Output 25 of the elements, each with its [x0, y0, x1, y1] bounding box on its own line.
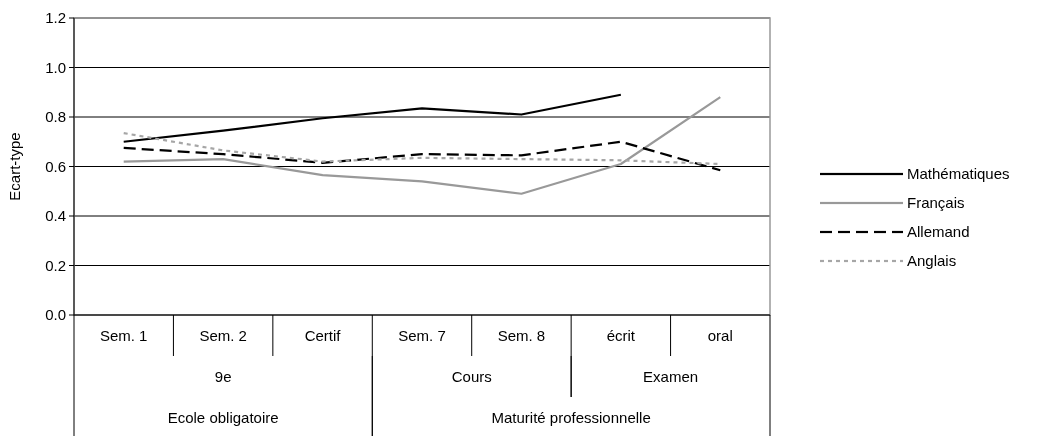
legend-label: Allemand	[907, 223, 970, 241]
y-tick-label: 1.0	[45, 58, 66, 76]
legend-label: Anglais	[907, 252, 957, 270]
y-tick-label: 0.2	[45, 256, 66, 274]
x-tick-label: Sem. 2	[199, 326, 247, 344]
text: Examen	[643, 367, 699, 385]
y-tick-label: 0.0	[45, 306, 66, 324]
text: 9e	[214, 367, 232, 385]
x-tick-label: Sem. 7	[398, 326, 446, 344]
x-tick-label: écrit	[606, 326, 636, 344]
y-tick-label: 0.4	[45, 207, 66, 225]
legend-label: Français	[907, 194, 965, 212]
y-tick-label: 0.6	[45, 157, 66, 175]
text: Ecole obligatoire	[167, 408, 279, 426]
text: Cours	[451, 367, 492, 385]
y-tick-label: 1.2	[45, 9, 66, 27]
legend-label: Mathématiques	[907, 165, 1010, 183]
x-tick-label: Sem. 1	[99, 326, 148, 344]
y-tick-label: 0.8	[45, 108, 66, 126]
text: Maturité professionnelle	[491, 408, 651, 426]
line-series	[122, 96, 722, 195]
x-tick-label: oral	[707, 326, 733, 344]
y-axis-title: Ecart-type	[6, 132, 23, 201]
x-tick-label: Sem. 8	[497, 326, 546, 344]
x-tick-label: Certif	[304, 326, 342, 344]
